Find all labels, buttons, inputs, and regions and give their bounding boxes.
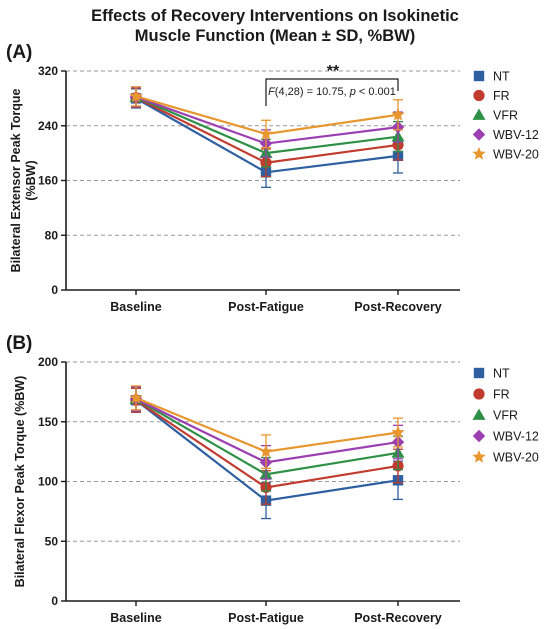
legend-item-vfr: VFR xyxy=(472,408,518,423)
y-tick-label: 0 xyxy=(51,283,58,297)
x-tick-label: Post-Fatigue xyxy=(228,611,304,625)
series-wbv-20 xyxy=(129,385,405,470)
legend-marker xyxy=(472,429,486,443)
series-wbv-12 xyxy=(129,386,405,480)
legend-item-wbv-12: WBV-12 xyxy=(472,128,539,142)
legend-item-vfr: VFR xyxy=(472,108,518,123)
y-axis-title: Bilateral Extensor Peak Torque(%BW) xyxy=(9,89,38,273)
legend-marker xyxy=(472,146,486,160)
data-point xyxy=(259,126,273,140)
series-vfr xyxy=(129,386,405,492)
legend-label: WBV-12 xyxy=(493,430,539,444)
series-vfr xyxy=(129,86,405,168)
panel-label: (B) xyxy=(6,333,32,354)
legend-item-wbv-12: WBV-12 xyxy=(472,429,539,444)
chart-panel-a: (A) 0 80 160 240 320 Baseline Post-Fatigue Post-… xyxy=(6,42,539,314)
legend-label: WBV-12 xyxy=(493,128,539,142)
legend-marker xyxy=(473,367,485,379)
data-point xyxy=(129,89,143,102)
y-tick-label: 240 xyxy=(38,119,58,133)
legend-label: FR xyxy=(493,89,510,103)
legend-marker xyxy=(472,128,486,141)
legend-label: VFR xyxy=(493,409,518,423)
legend-item-wbv-20: WBV-20 xyxy=(472,449,539,465)
stat-annotation: F(4,28) = 10.75, p < 0.001 xyxy=(268,86,396,98)
series-nt xyxy=(130,88,404,188)
x-tick-label: Post-Recovery xyxy=(354,611,442,625)
x-tick-label: Post-Fatigue xyxy=(228,300,304,314)
x-tick-label: Baseline xyxy=(110,611,161,625)
chart-title-line-1: Effects of Recovery Interventions on Iso… xyxy=(91,7,459,25)
series-wbv-20 xyxy=(129,86,405,149)
legend-marker xyxy=(473,388,485,400)
legend-item-wbv-20: WBV-20 xyxy=(472,146,539,162)
y-tick-label: 320 xyxy=(38,64,58,78)
series-line xyxy=(135,396,399,453)
legend-marker xyxy=(473,70,485,82)
legend-marker xyxy=(472,449,486,463)
legend-label: NT xyxy=(493,70,510,84)
legend-label: FR xyxy=(493,388,510,402)
legend-label: WBV-20 xyxy=(493,148,539,162)
panel-label: (A) xyxy=(6,42,32,63)
chart-title: Effects of Recovery Interventions on Iso… xyxy=(0,6,550,46)
data-point xyxy=(259,444,273,458)
y-tick-label: 80 xyxy=(45,228,59,242)
legend-item-fr: FR xyxy=(473,89,510,103)
y-tick-label: 0 xyxy=(51,594,58,608)
significance-stars: ** xyxy=(327,63,340,80)
data-point xyxy=(129,390,143,404)
y-tick-label: 150 xyxy=(38,415,58,429)
significance-annotation: ** F(4,28) = 10.75, p < 0.001 xyxy=(265,63,399,106)
legend-label: WBV-20 xyxy=(493,451,539,465)
y-tick-label: 160 xyxy=(38,174,58,188)
chart-title-line-2: Muscle Function (Mean ± SD, %BW) xyxy=(134,27,416,45)
data-point xyxy=(391,107,405,121)
chart-panel-b: (B) 0 50 100 150 200 Baseline Post-Fatigue Post-… xyxy=(6,333,539,625)
y-tick-label: 200 xyxy=(38,355,58,369)
x-tick-label: Post-Recovery xyxy=(354,300,442,314)
legend-label: NT xyxy=(493,367,510,381)
legend-label: VFR xyxy=(493,109,518,123)
legend-marker xyxy=(472,408,486,420)
y-axis-title: Bilateral Flexor Peak Torque (%BW) xyxy=(13,376,27,588)
legend-marker xyxy=(472,108,486,120)
legend-item-nt: NT xyxy=(473,367,510,381)
y-tick-label: 100 xyxy=(38,475,58,489)
legend-marker xyxy=(473,89,485,102)
x-tick-label: Baseline xyxy=(110,300,161,314)
y-tick-label: 50 xyxy=(45,534,59,548)
significance-bracket xyxy=(265,78,399,106)
legend-item-nt: NT xyxy=(473,70,510,84)
legend-item-fr: FR xyxy=(473,388,510,402)
data-point xyxy=(391,425,405,439)
